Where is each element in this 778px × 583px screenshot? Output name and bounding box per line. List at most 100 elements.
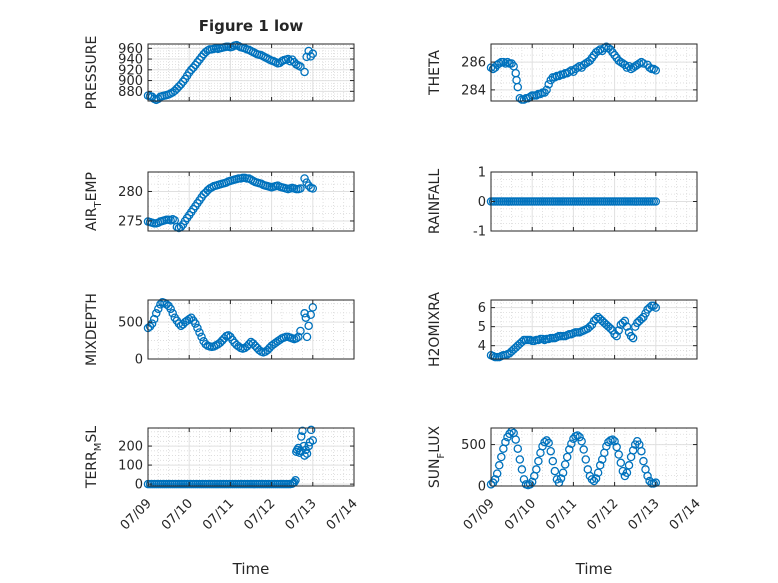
data-point — [616, 458, 626, 468]
y-tick-label: 275 — [118, 214, 143, 229]
data-point — [515, 455, 525, 464]
data-point — [604, 437, 613, 447]
y-tick-label: 900 — [118, 74, 143, 89]
data-point — [591, 474, 601, 483]
data-point — [292, 334, 301, 343]
data-point — [525, 480, 535, 489]
data-point — [589, 476, 599, 486]
data-point — [294, 332, 303, 342]
data-point — [244, 339, 254, 349]
data-point — [602, 441, 611, 451]
data-point — [544, 80, 553, 89]
data-point — [505, 429, 514, 439]
data-point — [626, 331, 636, 341]
data-point — [600, 43, 609, 53]
data-point — [195, 328, 204, 337]
y-tick-label: 286 — [461, 56, 486, 71]
data-point — [168, 309, 177, 318]
data-point — [304, 321, 313, 331]
y-tick-label: 0 — [478, 480, 486, 495]
y-tick-label: 500 — [118, 316, 143, 331]
data-point — [542, 436, 551, 445]
data-point — [595, 461, 605, 470]
data-point — [643, 471, 652, 481]
data-point — [649, 64, 658, 74]
data-point — [540, 437, 549, 447]
data-point — [548, 456, 558, 466]
data-point — [565, 445, 574, 454]
y-axis-label: SUNFLUX — [427, 425, 447, 488]
data-point — [622, 63, 632, 72]
data-point — [544, 438, 553, 448]
data-point — [300, 174, 309, 183]
data-point — [174, 319, 184, 328]
y-tick-label: 0 — [478, 195, 486, 210]
data-point — [610, 437, 619, 446]
data-point — [534, 456, 543, 466]
data-point — [628, 446, 638, 455]
data-point — [302, 332, 312, 342]
data-point — [254, 345, 264, 355]
x-axis-label-left: Time — [232, 560, 270, 578]
subplot-h2omixra: 4 5 6 H2OMIXRA — [427, 292, 698, 367]
data-point — [573, 431, 582, 440]
data-point — [637, 446, 646, 456]
data-point — [651, 66, 661, 75]
data-point — [497, 452, 506, 462]
data-point — [147, 319, 157, 328]
y-axis-label: MIXDEPTH — [84, 293, 100, 366]
data-point — [300, 451, 309, 460]
data-point — [308, 436, 318, 445]
y-tick-label: 500 — [461, 438, 486, 453]
data-point — [624, 461, 634, 470]
y-tick-label: 920 — [118, 63, 143, 78]
subplot-mixdepth: 0 500 MIXDEPTH — [84, 293, 355, 368]
data-point — [503, 57, 512, 67]
axes-box — [147, 43, 355, 102]
x-axis-label-right: Time — [575, 560, 613, 578]
data-point — [575, 432, 584, 442]
data-point — [556, 474, 566, 483]
data-point — [645, 476, 654, 486]
data-point — [308, 184, 318, 193]
data-point — [593, 468, 603, 477]
data-point — [546, 446, 555, 456]
data-point — [300, 67, 309, 77]
data-point — [492, 469, 502, 478]
data-point — [614, 450, 623, 459]
data-point — [494, 461, 504, 470]
y-axis-label: PRESSURE — [84, 36, 100, 110]
data-point — [300, 309, 309, 318]
data-point — [581, 455, 591, 464]
data-point — [519, 475, 529, 484]
data-point — [608, 435, 617, 444]
data-point — [151, 309, 161, 318]
data-point — [494, 59, 504, 68]
data-point — [154, 304, 163, 314]
data-point — [517, 465, 527, 474]
data-point — [513, 444, 523, 453]
y-tick-label: 1 — [478, 166, 486, 181]
data-point — [302, 449, 312, 458]
data-point — [612, 331, 621, 341]
y-tick-label: 4 — [478, 339, 486, 354]
y-axis-label: RAINFALL — [427, 169, 443, 234]
figure-title: Figure 1 low — [199, 17, 304, 35]
data-point — [567, 439, 576, 448]
y-tick-label: 0 — [135, 353, 143, 368]
y-tick-label: 284 — [461, 83, 486, 98]
y-tick-label: -1 — [473, 225, 486, 240]
y-tick-label: 0 — [135, 478, 143, 493]
data-point — [184, 314, 194, 324]
data-point — [612, 442, 621, 452]
data-point — [651, 303, 661, 312]
y-tick-label: 960 — [118, 42, 143, 57]
data-point — [191, 319, 200, 328]
data-point — [579, 445, 588, 454]
data-point — [562, 452, 572, 462]
y-axis-label: AIRTEMP — [84, 172, 104, 231]
data-point — [628, 333, 638, 343]
data-point — [622, 468, 632, 477]
